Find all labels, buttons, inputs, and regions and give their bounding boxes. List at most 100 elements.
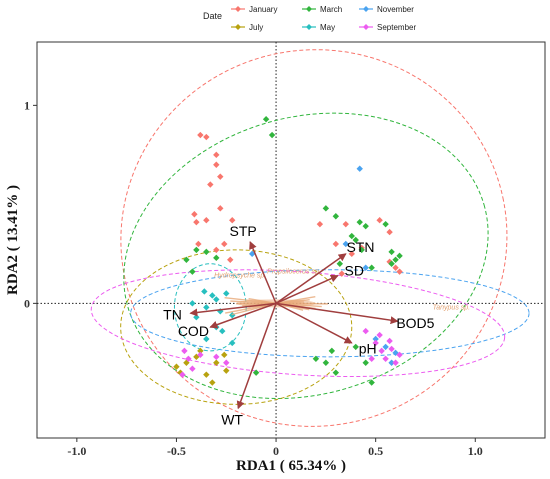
data-point-may <box>219 327 226 335</box>
data-point-march <box>332 369 340 376</box>
data-point-march <box>396 252 403 260</box>
data-point-may <box>203 335 210 343</box>
data-point-january <box>229 217 236 224</box>
legend-item-september: September <box>359 23 416 32</box>
data-point-january <box>396 268 403 275</box>
legend-item-may: May <box>302 23 335 32</box>
data-point-march <box>268 131 276 139</box>
data-point-november <box>372 335 379 343</box>
data-point-may <box>203 304 210 311</box>
data-point-january <box>203 217 210 224</box>
x-tick-label: 0.5 <box>368 444 383 458</box>
plot-panel <box>36 41 546 439</box>
data-point-march <box>322 205 330 212</box>
x-axis-title: RDA1 ( 65.34% ) <box>236 458 346 474</box>
data-point-september <box>362 327 369 335</box>
data-point-march <box>189 268 196 275</box>
data-point-january <box>332 240 340 248</box>
data-point-november <box>342 240 349 248</box>
data-point-july <box>173 363 180 370</box>
env-label-bod5: BOD5 <box>396 315 434 331</box>
data-point-january <box>207 181 214 188</box>
data-point-november <box>356 165 363 172</box>
data-point-march <box>183 256 190 263</box>
data-point-march <box>328 347 336 355</box>
data-point-march <box>388 260 395 267</box>
data-point-january <box>203 133 210 141</box>
data-point-july <box>197 347 204 355</box>
species-label: Tanypus sp. <box>433 304 471 311</box>
data-point-january <box>348 250 355 258</box>
data-point-july <box>221 351 228 359</box>
data-point-january <box>227 256 234 263</box>
data-point-march <box>348 232 355 240</box>
data-point-january <box>217 205 224 212</box>
data-point-september <box>181 347 188 355</box>
legend-key-marker <box>235 6 241 12</box>
data-point-september <box>368 355 375 362</box>
data-point-january <box>197 131 204 139</box>
data-point-march <box>262 116 270 123</box>
y-axis-title: RDA2 ( 13.41% ) <box>5 185 21 295</box>
data-point-january <box>213 161 220 168</box>
confidence-ellipse-november <box>130 269 530 358</box>
data-point-january <box>193 218 200 226</box>
data-point-july <box>203 371 210 378</box>
legend-label: September <box>377 23 416 32</box>
legend-title: Date <box>203 11 222 21</box>
data-point-september <box>185 355 192 362</box>
env-arrow-bod5 <box>275 302 399 325</box>
data-point-march <box>312 355 320 362</box>
data-point-march <box>388 248 395 256</box>
data-point-march <box>368 264 375 271</box>
data-point-january <box>221 240 228 248</box>
legend-item-march: March <box>302 5 342 14</box>
data-point-may <box>223 290 230 297</box>
data-point-march <box>356 218 363 226</box>
data-point-november <box>362 264 369 271</box>
legend-item-january: January <box>231 5 277 14</box>
data-point-january <box>195 240 202 248</box>
data-point-may <box>209 292 216 299</box>
env-label-cod: COD <box>178 323 209 339</box>
data-point-march <box>362 222 369 230</box>
species-label: Propsilocerus sp. <box>267 269 321 276</box>
data-point-march <box>358 246 365 254</box>
data-point-january <box>386 228 393 236</box>
data-point-may <box>201 288 208 295</box>
data-point-september <box>223 359 230 366</box>
env-label-wt: WT <box>221 412 243 428</box>
legend-label: November <box>377 5 414 14</box>
data-point-may <box>189 300 196 307</box>
env-arrow-sd <box>275 274 339 305</box>
data-point-march <box>193 246 200 254</box>
data-point-march <box>362 359 369 366</box>
legend-item-november: November <box>359 5 414 14</box>
data-point-september <box>382 355 389 362</box>
data-point-march <box>203 248 210 256</box>
env-label-tn: TN <box>163 307 182 323</box>
data-point-march <box>368 379 375 386</box>
data-point-march <box>322 359 330 366</box>
plot-layer: Propsilocerus sp.Hydropsyche sp. Tanypus … <box>37 42 545 438</box>
data-point-march <box>252 369 260 376</box>
data-point-september <box>392 359 399 366</box>
env-arrow-wt <box>236 303 277 410</box>
species-label: Hydropsyche sp. <box>214 273 266 280</box>
data-point-january <box>392 264 399 271</box>
data-point-may <box>229 339 236 347</box>
legend-label: January <box>249 5 277 14</box>
data-point-january <box>213 151 220 159</box>
env-label-stn: STN <box>346 239 374 255</box>
data-point-march <box>332 213 340 220</box>
data-point-july <box>209 379 216 386</box>
data-point-september <box>376 331 383 339</box>
data-point-january <box>316 220 324 228</box>
data-point-january <box>213 246 220 254</box>
env-arrow-stn <box>275 253 347 304</box>
legend-key-marker <box>306 6 312 12</box>
legend-label: July <box>249 23 263 32</box>
env-arrow-ph <box>275 302 353 344</box>
data-point-july <box>223 367 230 374</box>
